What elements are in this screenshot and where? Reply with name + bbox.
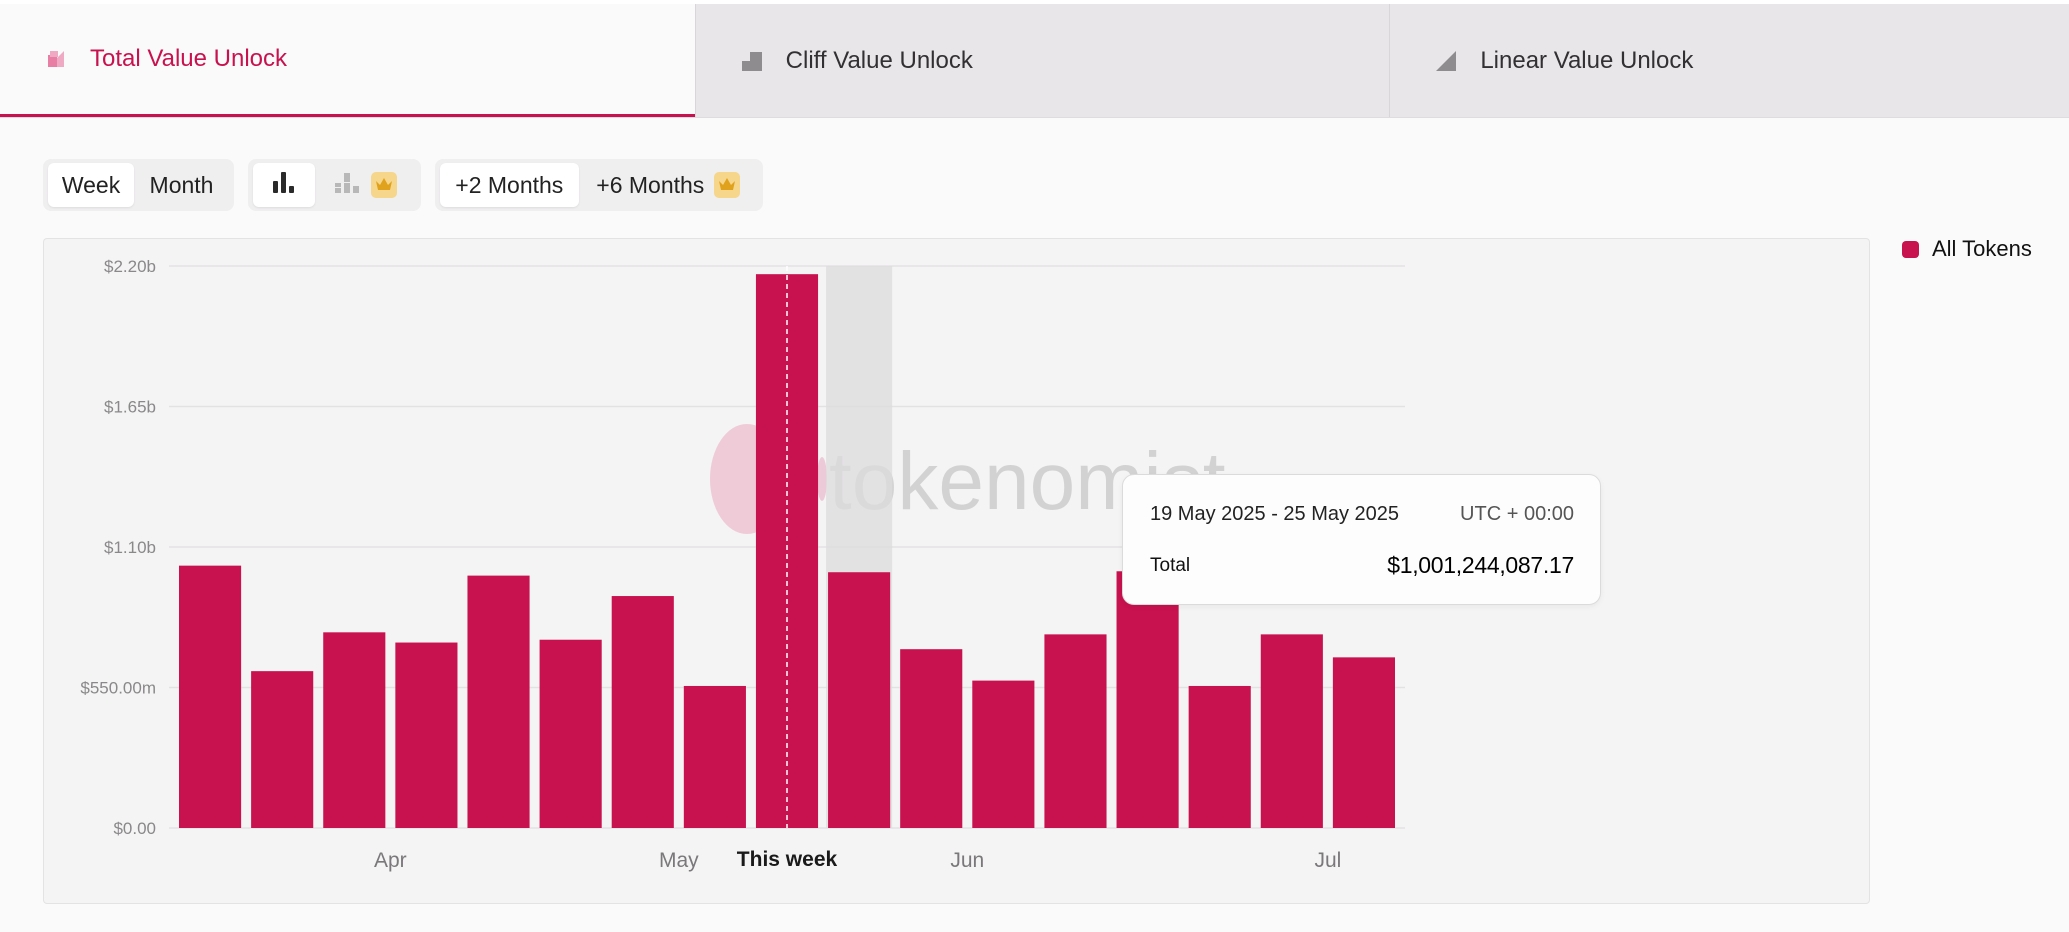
bar[interactable] (1260, 634, 1323, 828)
y-tick-label: $0.00 (113, 819, 156, 838)
x-month-label: Jul (1314, 849, 1341, 872)
y-axis-ticks: $0.00 $550.00m $1.10b $1.65b $2.20b (80, 257, 156, 838)
y-tick-label: $550.00m (80, 679, 156, 698)
premium-crown-icon (371, 172, 397, 198)
cliff-unlock-icon (740, 49, 764, 73)
bar[interactable] (828, 572, 891, 828)
month-button[interactable]: Month (149, 171, 214, 198)
bar[interactable] (323, 632, 386, 828)
bar[interactable] (1332, 657, 1395, 828)
tooltip-date-range: 19 May 2025 - 25 May 2025 (1150, 503, 1400, 525)
bar[interactable] (1116, 571, 1179, 828)
stacked-view-button[interactable] (315, 163, 415, 207)
week-button[interactable]: Week (48, 163, 134, 207)
tooltip-timezone: UTC + 00:00 (1460, 503, 1574, 525)
y-tick-label: $2.20b (104, 257, 156, 276)
tab-label: Total Value Unlock (90, 45, 287, 72)
plus-2-months-button[interactable]: +2 Months (440, 163, 579, 207)
x-month-label: Apr (374, 849, 407, 872)
this-week-label: This week (737, 848, 838, 871)
stacked-chart-icon (333, 169, 361, 201)
unlock-tabs: Total Value Unlock Cliff Value Unlock Li… (0, 4, 2069, 118)
tooltip-value: $1,001,244,087.17 (1387, 552, 1574, 578)
chart-bars (179, 274, 1395, 828)
legend-swatch (1902, 240, 1919, 258)
bar[interactable] (683, 685, 746, 828)
bar[interactable] (900, 649, 963, 828)
total-unlock-icon (44, 47, 68, 71)
linear-unlock-icon (1434, 49, 1458, 73)
bar[interactable] (611, 596, 674, 828)
y-tick-label: $1.65b (104, 398, 156, 417)
legend-label: All Tokens (1932, 236, 2032, 261)
range-toggle: +2 Months +6 Months (435, 159, 763, 211)
tab-label: Linear Value Unlock (1480, 46, 1694, 74)
tab-cliff-value-unlock[interactable]: Cliff Value Unlock (694, 4, 1390, 117)
plus-6-months-label: +6 Months (596, 171, 705, 198)
chart-tooltip: 19 May 2025 - 25 May 2025 UTC + 00:00 To… (1122, 474, 1601, 605)
tab-total-value-unlock[interactable]: Total Value Unlock (0, 4, 695, 117)
bar[interactable] (1188, 685, 1251, 828)
bar[interactable] (395, 642, 458, 828)
x-month-label: Jun (950, 849, 984, 872)
bar[interactable] (467, 575, 530, 828)
premium-crown-icon (714, 172, 741, 198)
bar[interactable] (1044, 634, 1107, 828)
tab-label: Cliff Value Unlock (785, 46, 973, 74)
x-axis-labels: Apr May This week Jun Jul (374, 848, 1341, 872)
bar[interactable] (251, 671, 314, 828)
y-tick-label: $1.10b (104, 538, 156, 557)
bar[interactable] (179, 565, 242, 828)
bar-view-button[interactable] (253, 163, 315, 207)
chart-view-toggle (248, 159, 421, 211)
bar-chart-icon (271, 169, 297, 201)
chart-legend[interactable]: All Tokens (1902, 236, 2032, 262)
x-month-label: May (659, 849, 699, 872)
tooltip-label: Total (1150, 555, 1191, 576)
bar[interactable] (972, 680, 1035, 828)
plus-6-months-button[interactable]: +6 Months (579, 163, 758, 207)
period-toggle: Week Month (43, 159, 234, 211)
bar[interactable] (539, 639, 602, 828)
tab-linear-value-unlock[interactable]: Linear Value Unlock (1389, 4, 2069, 117)
